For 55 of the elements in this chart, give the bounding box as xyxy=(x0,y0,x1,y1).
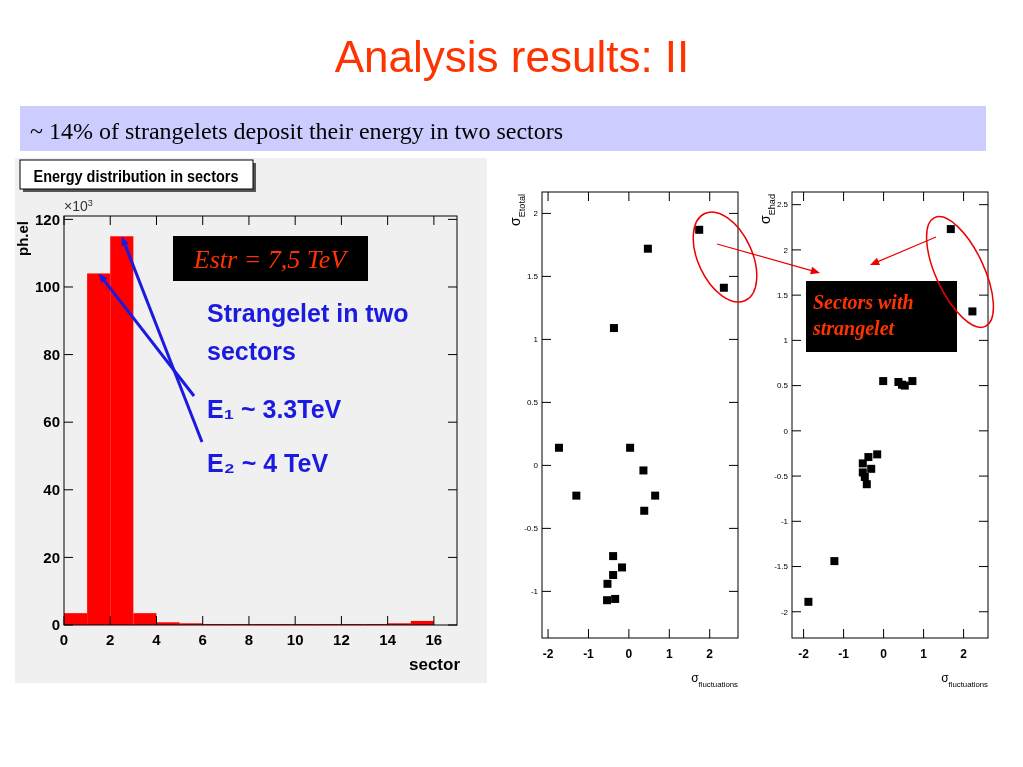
x-tick-label: -1 xyxy=(838,647,850,661)
x-tick-label: 6 xyxy=(198,631,207,648)
x-tick-label: 0 xyxy=(625,647,633,661)
y-tick-label: 2.5 xyxy=(776,200,789,210)
y-tick-label: 0 xyxy=(51,616,60,634)
text: ~ 14% of strangelets deposit their energy in two sectors xyxy=(30,118,564,144)
y-tick-label: -1 xyxy=(780,517,789,527)
y-tick-label: 2 xyxy=(783,245,789,255)
y-tick-label: 80 xyxy=(43,345,60,363)
text: ×10$^{3}$ xyxy=(64,198,93,214)
x-tick-label: -2 xyxy=(798,647,810,661)
annotation: Strangelet in two sectors xyxy=(207,299,409,365)
x-axis-title: σ$_{fluctuations}$ xyxy=(941,671,989,689)
y-tick-label: 1 xyxy=(783,336,789,346)
y-tick-label: 1.5 xyxy=(776,290,789,300)
x-tick-label: 10 xyxy=(286,631,304,648)
x-tick-label: 12 xyxy=(333,631,350,648)
y-axis-title: ph.el xyxy=(14,221,31,257)
y-tick-label: -0.5 xyxy=(774,471,789,481)
x-tick-label: -2 xyxy=(542,647,554,661)
x-tick-label: 1 xyxy=(920,647,928,661)
y-tick-label: 2 xyxy=(533,209,539,219)
x-tick-label: 8 xyxy=(244,631,254,648)
x-axis-title: sector xyxy=(408,655,461,674)
annotation: Sectors with strangelet xyxy=(812,291,914,340)
x-axis-title: σ$_{fluctuations}$ xyxy=(691,671,739,689)
x-tick-label: 2 xyxy=(960,647,968,661)
y-tick-label: 0 xyxy=(533,461,539,471)
y-tick-label: 0.5 xyxy=(776,381,789,391)
x-tick-label: 14 xyxy=(379,631,397,648)
y-tick-label: 60 xyxy=(43,413,60,431)
x-tick-label: 2 xyxy=(106,631,115,648)
annotation: Estr = 7,5 TeV xyxy=(192,245,350,274)
y-tick-label: 0 xyxy=(783,426,789,436)
x-tick-label: 2 xyxy=(706,647,714,661)
x-tick-label: 1 xyxy=(665,647,673,661)
y-tick-label: 1.5 xyxy=(526,272,539,282)
y-tick-label: -2 xyxy=(780,607,789,617)
y-tick-label: -1.5 xyxy=(774,562,789,572)
x-tick-label: 4 xyxy=(152,631,162,648)
x-tick-label: 0 xyxy=(880,647,888,661)
chart-title: Energy distribution in sectors xyxy=(33,167,275,186)
x-tick-label: 16 xyxy=(425,631,443,648)
annotation: E₂ ~ 4 TeV xyxy=(207,449,329,477)
y-tick-label: 1 xyxy=(533,335,539,345)
y-tick-label: 100 xyxy=(34,278,60,296)
text: Analysis results: II xyxy=(334,32,690,81)
y-tick-label: 20 xyxy=(43,548,60,566)
x-tick-label: -1 xyxy=(583,647,595,661)
y-tick-label: 40 xyxy=(43,481,60,499)
y-tick-label: -1 xyxy=(530,587,539,597)
y-tick-label: 0.5 xyxy=(526,398,539,408)
annotation: E₁ ~ 3.3TeV xyxy=(207,395,342,423)
y-tick-label: 120 xyxy=(34,210,60,228)
y-tick-label: -0.5 xyxy=(524,524,539,534)
